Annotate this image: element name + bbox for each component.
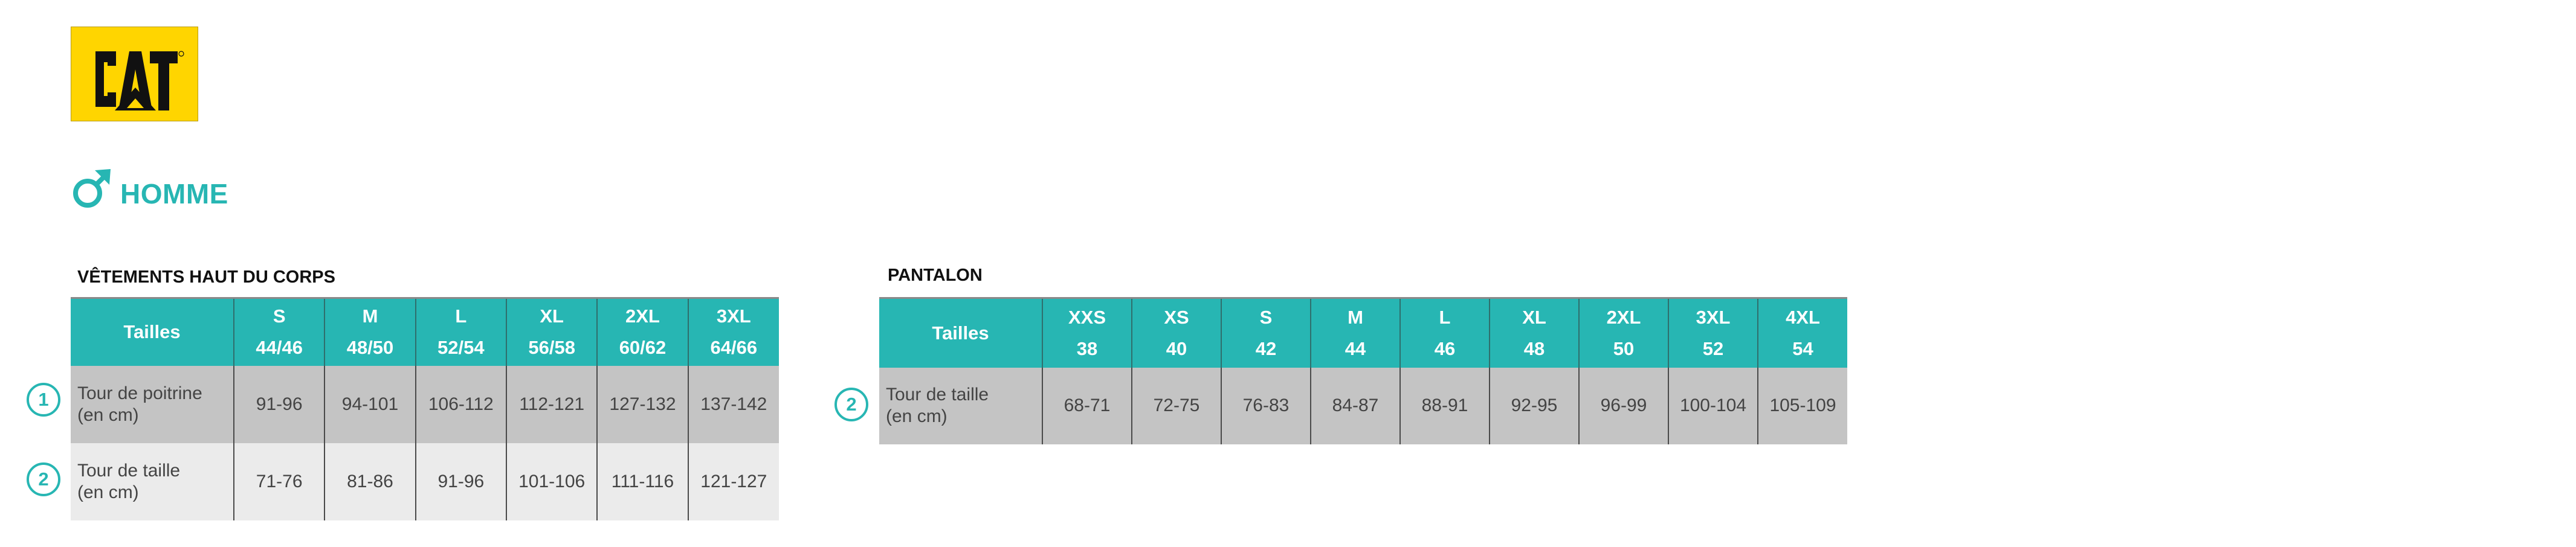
size-column-header: L 52/54	[415, 298, 506, 366]
size-letter: L	[1439, 306, 1451, 328]
measurement-cell: 72-75	[1131, 367, 1221, 444]
row-label-unit: (en cm)	[77, 482, 139, 502]
top-table-title: VÊTEMENTS HAUT DU CORPS	[77, 267, 335, 287]
measurement-cell: 137-142	[687, 365, 779, 443]
male-symbol-icon	[73, 169, 111, 208]
measurement-cell: 76-83	[1221, 367, 1311, 444]
size-column-header: 3XL 52	[1668, 298, 1758, 368]
size-eu: 52	[1702, 337, 1724, 359]
size-column-header: L 46	[1399, 298, 1490, 368]
size-column-header: 4XL 54	[1757, 298, 1847, 368]
size-letter: XL	[1522, 306, 1546, 328]
size-eu: 64/66	[710, 337, 758, 359]
size-letter: 3XL	[716, 305, 751, 327]
row-label-line1: Tour de poitrine	[77, 383, 202, 403]
row-number-badge: 2	[834, 388, 868, 421]
size-column-header: M 44	[1310, 298, 1400, 368]
table-row: Tour de taille (en cm) 68-71 72-75 76-83 84-8…	[879, 367, 1847, 444]
measurement-cell: 96-99	[1578, 367, 1668, 444]
size-column-header: 3XL 64/66	[687, 298, 779, 366]
measurement-cell: 91-96	[415, 443, 506, 520]
pants-table-title: PANTALON	[888, 266, 983, 285]
header-label: Tailles	[879, 298, 1042, 368]
size-letter: S	[1259, 306, 1273, 328]
cat-logo	[71, 27, 198, 121]
measurement-cell: 91-96	[233, 365, 325, 443]
measurement-cell: 71-76	[233, 443, 325, 520]
size-column-header: 2XL 60/62	[596, 298, 688, 366]
measurement-cell: 94-101	[324, 365, 416, 443]
size-letter: L	[455, 305, 467, 327]
size-letter: 4XL	[1786, 306, 1820, 328]
measurement-cell: 68-71	[1042, 367, 1132, 444]
size-column-header: XXS 38	[1042, 298, 1132, 368]
measurement-cell: 84-87	[1310, 367, 1400, 444]
table-row: Tour de poitrine (en cm) 91-96 94-101 106-11…	[71, 365, 779, 443]
size-eu: 56/58	[528, 337, 575, 359]
row-label-line1: Tour de taille	[77, 460, 181, 481]
row-label-line1: Tour de taille	[886, 385, 989, 405]
size-column-header: M 48/50	[324, 298, 416, 366]
size-eu: 42	[1255, 337, 1277, 359]
size-column-header: XS 40	[1131, 298, 1221, 368]
section-label: HOMME	[120, 178, 228, 210]
size-eu: 48	[1523, 337, 1545, 359]
size-letter: XL	[540, 305, 564, 327]
size-letter: 2XL	[625, 305, 660, 327]
header-label: Tailles	[71, 298, 234, 366]
size-column-header: S 44/46	[233, 298, 325, 366]
size-letter: M	[1348, 306, 1363, 328]
size-eu: 40	[1166, 337, 1187, 359]
pants-size-table: Tailles XXS 38 XS 40 S 42 M 44 L 46 XL 48 2XL 50 3XL 52…	[879, 297, 1847, 444]
table-row: Tour de taille (en cm) 71-76 81-86 91-96 101-…	[71, 443, 779, 520]
row-label: Tour de taille (en cm)	[879, 367, 1042, 444]
measurement-cell: 81-86	[324, 443, 416, 520]
size-column-header: 2XL 50	[1578, 298, 1668, 368]
row-label: Tour de taille (en cm)	[71, 443, 234, 520]
size-letter: XXS	[1068, 306, 1106, 328]
row-label: Tour de poitrine (en cm)	[71, 365, 234, 443]
size-letter: XS	[1164, 306, 1189, 328]
measurement-cell: 121-127	[687, 443, 779, 520]
measurement-cell: 88-91	[1399, 367, 1490, 444]
size-eu: 50	[1613, 337, 1635, 359]
row-number-badge: 2	[27, 462, 60, 496]
size-letter: 2XL	[1606, 306, 1641, 328]
size-eu: 48/50	[346, 337, 394, 359]
size-column-header: S 42	[1221, 298, 1311, 368]
measurement-cell: 127-132	[596, 365, 688, 443]
measurement-cell: 112-121	[505, 365, 598, 443]
row-label-unit: (en cm)	[77, 405, 139, 425]
size-eu: 54	[1792, 337, 1813, 359]
measurement-cell: 106-112	[415, 365, 506, 443]
measurement-cell: 111-116	[596, 443, 688, 520]
size-column-header: XL 48	[1489, 298, 1579, 368]
size-eu: 52/54	[437, 337, 485, 359]
cat-logo-icon	[95, 51, 184, 110]
size-eu: 44	[1344, 337, 1366, 359]
size-eu: 44/46	[256, 337, 303, 359]
size-eu: 38	[1076, 337, 1098, 359]
size-eu: 60/62	[619, 337, 667, 359]
size-eu: 46	[1434, 337, 1456, 359]
row-label-unit: (en cm)	[886, 406, 947, 426]
size-letter: S	[273, 305, 286, 327]
measurement-cell: 92-95	[1489, 367, 1579, 444]
size-letter: M	[362, 305, 378, 327]
upper-body-size-table: Tailles S 44/46 M 48/50 L 52/54 XL 56/58 2XL 60/6…	[71, 297, 779, 520]
measurement-cell: 100-104	[1668, 367, 1758, 444]
row-number-badge: 1	[27, 383, 60, 417]
size-column-header: XL 56/58	[505, 298, 598, 366]
measurement-cell: 101-106	[505, 443, 598, 520]
measurement-cell: 105-109	[1757, 367, 1847, 444]
size-letter: 3XL	[1696, 306, 1731, 328]
